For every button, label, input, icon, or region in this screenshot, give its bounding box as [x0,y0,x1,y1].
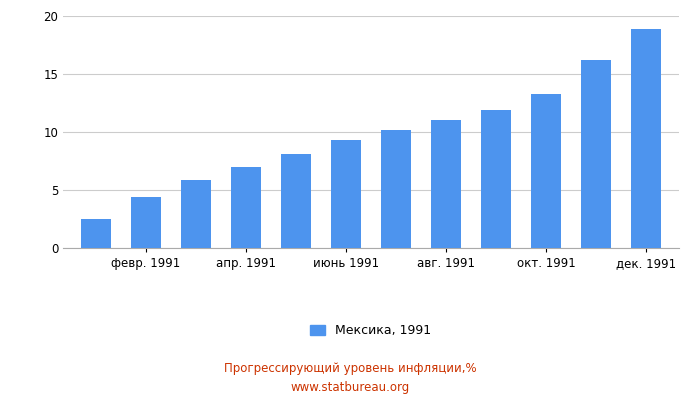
Bar [381,130,411,248]
Bar [231,167,261,248]
Bar [581,60,611,248]
Bar [431,120,461,248]
Bar [481,110,511,248]
Bar [181,180,211,248]
Bar [131,197,161,248]
Bar [80,219,111,248]
Bar [331,140,361,248]
Bar [531,94,561,248]
Bar [281,154,311,248]
Text: Прогрессирующий уровень инфляции,%
www.statbureau.org: Прогрессирующий уровень инфляции,% www.s… [224,362,476,394]
Legend: Мексика, 1991: Мексика, 1991 [305,319,437,342]
Bar [631,29,661,248]
